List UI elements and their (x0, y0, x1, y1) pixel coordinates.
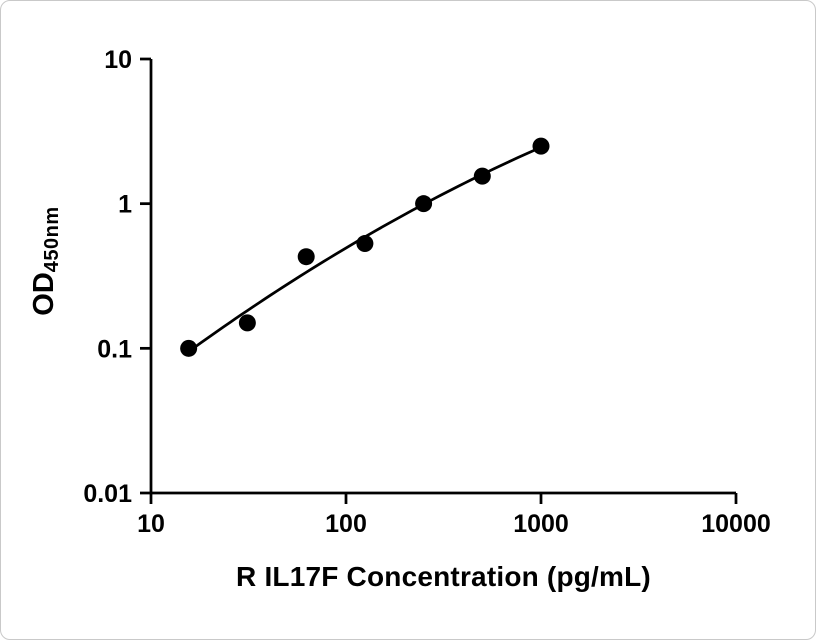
x-axis-title: R IL17F Concentration (pg/mL) (236, 561, 651, 592)
x-tick-label: 1000 (513, 510, 569, 538)
data-point (356, 235, 374, 253)
y-tick-label: 1 (118, 191, 132, 219)
data-point (415, 195, 433, 213)
x-tick-label: 100 (325, 510, 367, 538)
x-tick-label: 10 (137, 510, 165, 538)
y-tick-label: 0.1 (97, 335, 132, 363)
x-tick-label: 10000 (701, 510, 771, 538)
y-axis-title-subscript: 450nm (41, 206, 63, 273)
y-tick-label: 10 (104, 46, 132, 74)
data-point (532, 137, 550, 155)
data-point (238, 314, 256, 332)
data-point (297, 248, 315, 266)
y-axis-title: OD450nm (28, 206, 64, 315)
data-point (473, 167, 491, 185)
data-point (180, 339, 198, 357)
y-axis-title-text: OD (28, 272, 60, 316)
y-tick-label: 0.01 (83, 480, 132, 508)
axes-spines (149, 59, 736, 495)
